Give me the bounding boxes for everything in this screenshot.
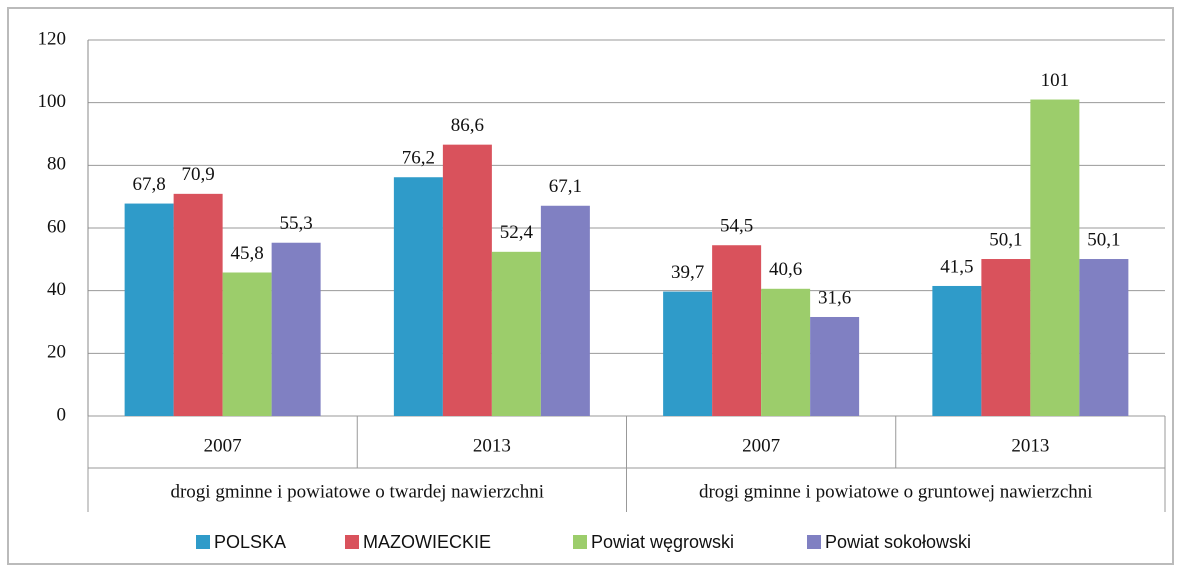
x-tick-label: 2013 xyxy=(1011,435,1049,456)
data-label: 67,1 xyxy=(549,176,582,197)
bar xyxy=(810,316,860,416)
bar xyxy=(124,203,174,416)
legend-label: POLSKA xyxy=(214,532,286,552)
data-label: 76,2 xyxy=(402,148,435,169)
data-label: 70,9 xyxy=(182,164,215,185)
x-tick-label: 2007 xyxy=(742,435,780,456)
y-tick-label: 100 xyxy=(38,91,67,112)
legend-label: Powiat sokołowski xyxy=(825,532,971,552)
bar xyxy=(1079,259,1129,416)
data-label: 50,1 xyxy=(1087,229,1120,250)
legend-label: MAZOWIECKIE xyxy=(363,532,491,552)
legend-swatch xyxy=(807,535,821,549)
x-tick-label: 2007 xyxy=(204,435,242,456)
bar xyxy=(222,272,272,416)
group-label: drogi gminne i powiatowe o gruntowej naw… xyxy=(699,481,1093,502)
x-tick-label: 2013 xyxy=(473,435,511,456)
bar xyxy=(981,259,1031,416)
y-tick-label: 60 xyxy=(47,216,66,237)
legend-swatch xyxy=(573,535,587,549)
bar xyxy=(540,205,590,416)
bar xyxy=(932,285,982,416)
data-label: 101 xyxy=(1041,70,1070,91)
bar xyxy=(1030,99,1080,417)
y-tick-label: 120 xyxy=(38,28,67,49)
data-label: 45,8 xyxy=(231,243,264,264)
data-label: 39,7 xyxy=(671,262,704,283)
bar xyxy=(173,193,223,416)
y-tick-label: 80 xyxy=(47,154,66,175)
bar xyxy=(491,251,541,416)
legend-swatch xyxy=(196,535,210,549)
data-label: 86,6 xyxy=(451,115,484,136)
data-label: 52,4 xyxy=(500,222,534,243)
y-tick-label: 40 xyxy=(47,279,66,300)
legend-swatch xyxy=(345,535,359,549)
data-label: 40,6 xyxy=(769,259,802,280)
data-label: 50,1 xyxy=(989,229,1022,250)
legend-label: Powiat węgrowski xyxy=(591,532,734,552)
bar xyxy=(761,288,811,416)
bar xyxy=(393,177,443,416)
y-tick-label: 20 xyxy=(47,342,66,363)
bar xyxy=(663,291,713,416)
data-label: 31,6 xyxy=(818,287,851,308)
bar xyxy=(442,144,492,417)
bar xyxy=(712,245,762,416)
data-label: 54,5 xyxy=(720,216,753,237)
bar xyxy=(271,242,321,416)
y-tick-label: 0 xyxy=(57,404,67,425)
data-label: 67,8 xyxy=(133,174,166,195)
group-label: drogi gminne i powiatowe o twardej nawie… xyxy=(170,481,544,502)
data-label: 41,5 xyxy=(940,256,973,277)
data-label: 55,3 xyxy=(280,213,313,234)
